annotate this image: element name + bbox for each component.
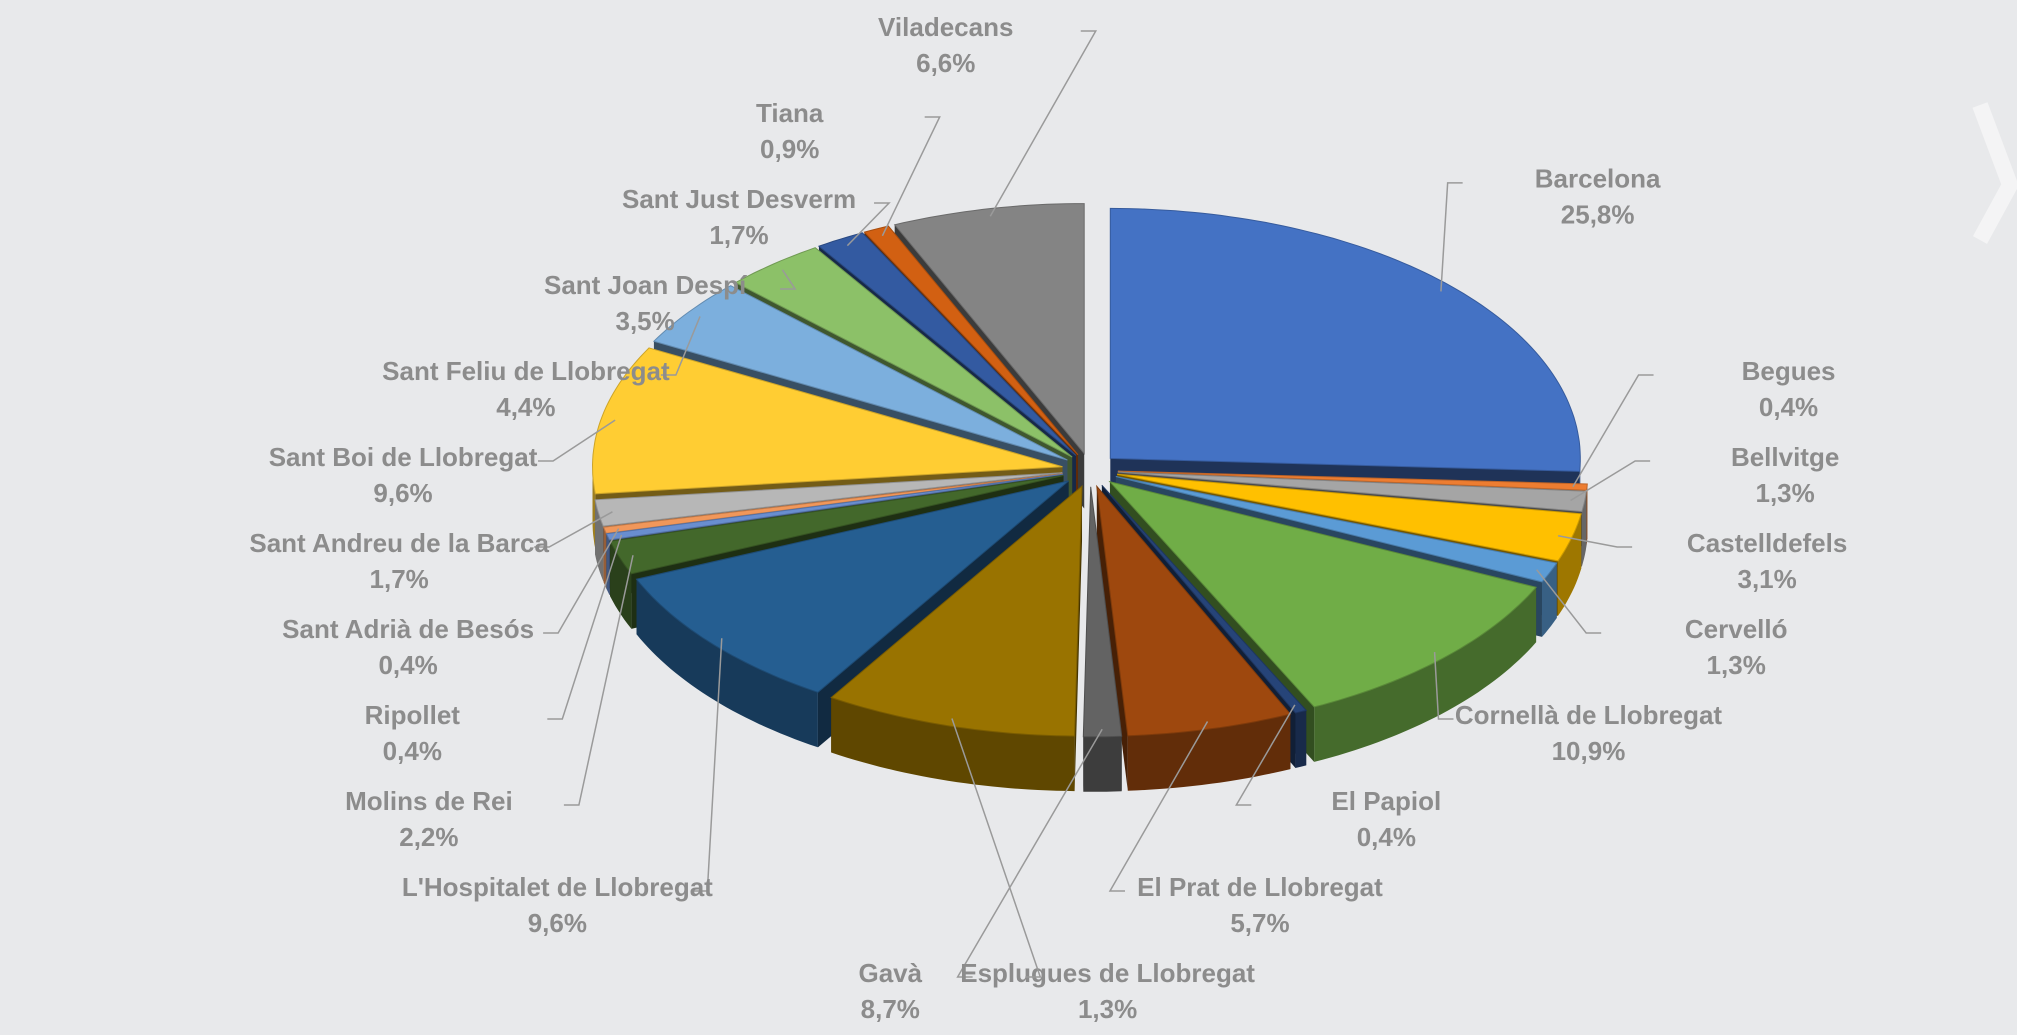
slice-side: [1314, 587, 1537, 762]
slice-side: [1581, 491, 1587, 567]
slice-side: [592, 466, 596, 549]
leader-line: [547, 534, 623, 720]
category-label: Gavà: [858, 958, 922, 988]
category-label: Viladecans: [878, 12, 1013, 42]
slice-side: [603, 527, 607, 589]
value-label: 1,7%: [370, 564, 429, 594]
leader-line: [1572, 374, 1654, 488]
slice-side: [1295, 710, 1307, 768]
value-label: 0,4%: [383, 736, 442, 766]
slice: [1101, 484, 1308, 714]
slice: [1115, 475, 1558, 583]
category-label: Sant Just Desverm: [622, 184, 856, 214]
leader-line: [1557, 534, 1633, 548]
value-label: 5,7%: [1230, 908, 1289, 938]
leader-line: [692, 638, 723, 892]
category-label: El Prat de Llobregat: [1137, 872, 1383, 902]
slice: [594, 472, 1063, 527]
slice: [1108, 480, 1538, 708]
value-label: 9,6%: [528, 908, 587, 938]
category-label: Castelldefels: [1687, 528, 1847, 558]
slice: [1109, 207, 1581, 472]
leader-line: [534, 511, 613, 548]
category-label: Sant Boi de Llobregat: [269, 442, 538, 472]
value-label: 9,6%: [373, 478, 432, 508]
value-label: 2,2%: [399, 822, 458, 852]
leader-line: [660, 316, 701, 376]
slice: [863, 225, 1079, 456]
value-label: 0,9%: [760, 134, 819, 164]
slice-side: [1127, 714, 1291, 791]
value-label: 1,7%: [709, 220, 768, 250]
value-label: 8,7%: [861, 994, 920, 1024]
leader-line: [881, 116, 941, 237]
category-label: Cornellà de Llobregat: [1455, 700, 1723, 730]
slice: [1117, 470, 1588, 491]
slice-side: [610, 541, 632, 629]
value-label: 3,1%: [1738, 564, 1797, 594]
category-label: Barcelona: [1535, 164, 1661, 194]
value-label: 0,4%: [1759, 392, 1818, 422]
slice: [635, 480, 1070, 693]
slice: [1082, 486, 1123, 738]
value-label: 1,3%: [1756, 478, 1815, 508]
slice: [605, 473, 1063, 541]
leader-line: [1536, 569, 1602, 634]
leader-line: [780, 269, 797, 290]
slice-side: [831, 697, 1075, 792]
category-label: Sant Adrià de Besós: [282, 614, 534, 644]
leader-line: [563, 555, 634, 806]
slice: [893, 203, 1085, 455]
value-label: 0,4%: [1357, 822, 1416, 852]
category-label: Esplugues de Llobregat: [960, 958, 1255, 988]
value-label: 25,8%: [1561, 200, 1635, 230]
slice: [652, 285, 1068, 461]
category-label: El Papiol: [1331, 786, 1441, 816]
slice-side: [636, 579, 818, 748]
value-label: 1,3%: [1078, 994, 1137, 1024]
leader-line: [543, 528, 620, 634]
next-arrow[interactable]: [1972, 102, 2017, 244]
category-label: Sant Joan Despí: [544, 270, 747, 300]
category-label: Ripollet: [365, 700, 461, 730]
leader-line: [956, 728, 1103, 978]
leader-line: [538, 419, 616, 462]
value-label: 4,4%: [496, 392, 555, 422]
leader-line: [1433, 652, 1454, 720]
value-label: 0,4%: [378, 650, 437, 680]
value-label: 10,9%: [1552, 736, 1626, 766]
slice: [830, 484, 1083, 737]
leader-line: [1235, 704, 1296, 806]
leader-line: [989, 30, 1098, 217]
leader-line: [846, 202, 891, 247]
category-label: Cervelló: [1685, 614, 1788, 644]
leader-line: [951, 718, 1042, 978]
slice: [734, 247, 1073, 458]
leader-line: [1108, 721, 1209, 892]
category-label: Molins de Rei: [345, 786, 513, 816]
category-label: Sant Feliu de Llobregat: [382, 356, 670, 386]
value-label: 1,3%: [1707, 650, 1766, 680]
slice-side: [606, 533, 610, 595]
slice: [1117, 471, 1587, 513]
value-label: 3,5%: [615, 306, 674, 336]
leader-line: [1570, 460, 1651, 502]
slice: [1096, 484, 1292, 737]
category-label: L'Hospitalet de Llobregat: [402, 872, 713, 902]
slice-side: [1083, 736, 1122, 792]
slice: [591, 347, 1063, 495]
category-label: Bellvitge: [1731, 442, 1839, 472]
category-label: Tiana: [756, 98, 824, 128]
category-label: Begues: [1742, 356, 1836, 386]
leader-line: [1440, 182, 1463, 292]
slice-side: [1586, 484, 1588, 546]
value-label: 6,6%: [916, 48, 975, 78]
category-label: Sant Andreu de la Barca: [249, 528, 549, 558]
